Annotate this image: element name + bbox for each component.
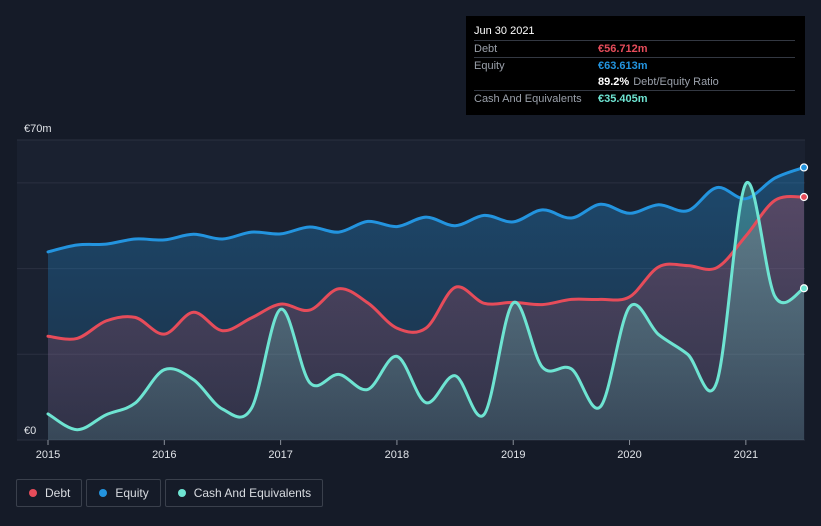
x-tick-label-0: 2015 [36, 449, 60, 461]
legend-item-cash[interactable]: Cash And Equivalents [164, 479, 324, 507]
cash-area [48, 182, 804, 440]
debt-line [46, 194, 806, 341]
tooltip-cash-label: Cash And Equivalents [474, 93, 582, 105]
legend: Debt Equity Cash And Equivalents [16, 479, 327, 507]
legend-cash-label: Cash And Equivalents [193, 486, 312, 500]
x-tick-label-4: 2019 [501, 449, 525, 461]
series-lines [46, 165, 806, 432]
y-tick-label-1: €70m [24, 123, 52, 135]
tooltip-row-ratio: 89.2% Debt/Equity Ratio [474, 74, 795, 90]
series-areas [48, 167, 804, 440]
cash-line [46, 181, 806, 432]
tooltip-ratio-value: 89.2% [598, 76, 630, 88]
equity-line [46, 165, 806, 254]
y-axis-ticks: €0 €70m [24, 123, 52, 437]
equity-end-marker [799, 163, 809, 172]
tooltip-row-cash: Cash And Equivalents €35.405m [474, 90, 795, 107]
tooltip-debt-label: Debt [474, 43, 498, 55]
x-tick-label-1: 2016 [152, 449, 176, 461]
legend-equity-dot-icon [99, 489, 108, 497]
tooltip-equity-label: Equity [474, 60, 505, 72]
end-markers [799, 163, 809, 293]
debt-end-marker [799, 192, 809, 202]
x-tick-label-5: 2020 [617, 449, 641, 461]
tooltip-row-debt: Debt €56.712m [474, 40, 795, 57]
legend-item-debt[interactable]: Debt [16, 479, 83, 507]
cash-end-marker [799, 284, 809, 293]
x-tick-label-6: 2021 [734, 449, 758, 461]
tooltip-date: Jun 30 2021 [474, 25, 535, 37]
tooltip-panel: Jun 30 2021 Debt €56.712m Equity €63.613… [466, 16, 805, 115]
tooltip-cash-value: €35.405m [598, 93, 648, 105]
tooltip-equity-value: €63.613m [598, 60, 648, 72]
tooltip-debt-value: €56.712m [598, 43, 648, 55]
legend-debt-label: Debt [45, 486, 71, 500]
legend-item-equity[interactable]: Equity [86, 479, 161, 507]
tooltip-row-equity: Equity €63.613m [474, 57, 795, 74]
legend-cash-dot-icon [177, 489, 186, 497]
legend-debt-dot-icon [29, 489, 37, 497]
x-tick-label-3: 2018 [385, 449, 409, 461]
x-axis-ticks: 2015 2016 2017 2018 2019 2020 2021 [36, 440, 758, 461]
tooltip-ratio-spacer [474, 74, 598, 90]
tooltip-ratio-label: Debt/Equity Ratio [633, 76, 719, 88]
y-tick-label-0: €0 [24, 425, 36, 437]
legend-equity-label: Equity [115, 486, 149, 500]
x-tick-label-2: 2017 [268, 449, 292, 461]
